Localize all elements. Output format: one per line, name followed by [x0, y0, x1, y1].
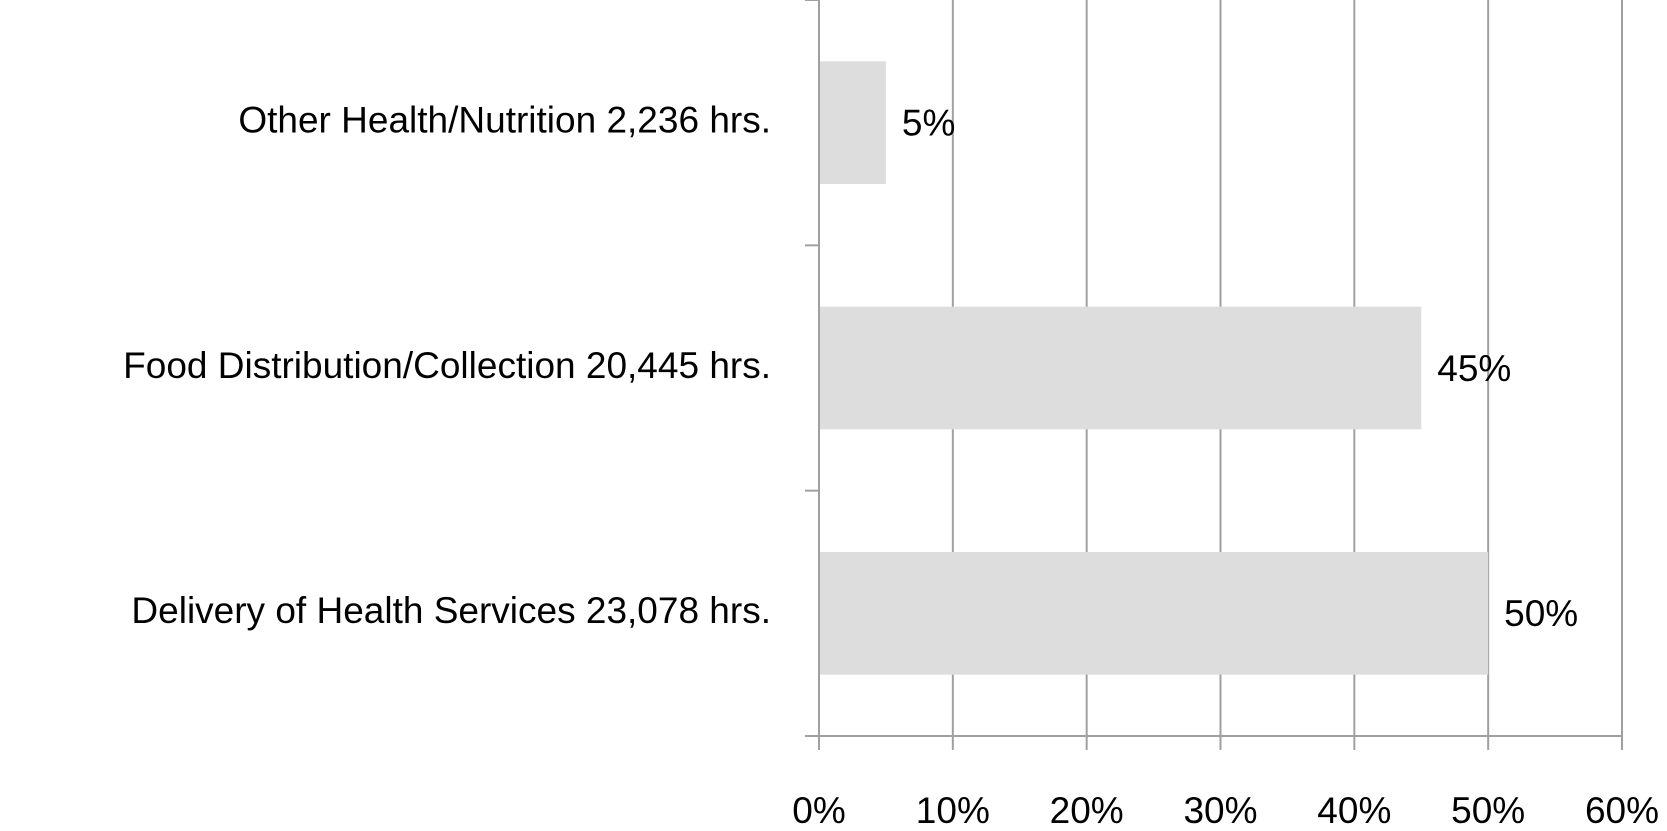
y-tick-label: Food Distribution/Collection 20,445 hrs. — [123, 345, 771, 386]
bar — [819, 306, 1422, 430]
y-tick-label: Other Health/Nutrition 2,236 hrs. — [238, 99, 771, 140]
x-tick-label: 40% — [1317, 790, 1391, 831]
bar — [819, 61, 886, 185]
x-tick-label: 20% — [1050, 790, 1124, 831]
x-tick-label: 0% — [792, 790, 845, 831]
data-label: 50% — [1504, 593, 1578, 634]
x-tick-label: 60% — [1585, 790, 1659, 831]
x-tick-label: 10% — [916, 790, 990, 831]
x-tick-label: 50% — [1451, 790, 1525, 831]
bar — [819, 552, 1489, 675]
data-label: 45% — [1437, 348, 1511, 389]
y-tick-label: Delivery of Health Services 23,078 hrs. — [131, 590, 771, 631]
x-tick-label: 30% — [1183, 790, 1257, 831]
data-label: 5% — [902, 102, 955, 143]
